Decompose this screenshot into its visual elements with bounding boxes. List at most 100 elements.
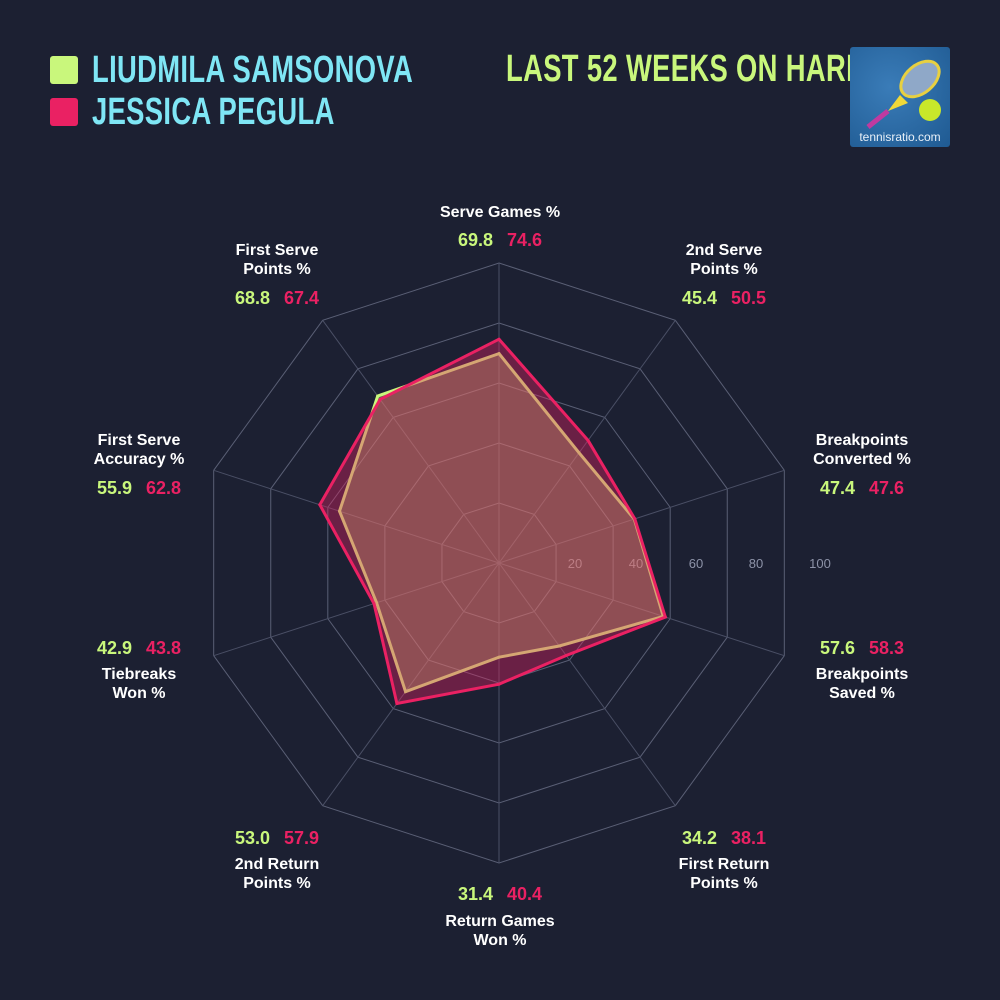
axis-line	[213, 562, 500, 657]
value-pegula: 67.4	[284, 288, 320, 308]
axis-label-line: Points %	[243, 261, 311, 278]
axis-label: 2nd Serve Points %	[686, 241, 762, 279]
axis-line	[213, 469, 500, 564]
value-pair: 45.4 50.5	[682, 288, 766, 309]
tick-label: 40	[629, 556, 643, 571]
value-samsonova: 42.9	[96, 638, 132, 658]
axis-label-line: Tiebreaks	[101, 666, 177, 683]
value-pegula: 74.6	[507, 230, 543, 250]
axis-label: Serve Games %	[440, 203, 560, 222]
axis-line	[498, 469, 785, 564]
legend-label: JESSICA PEGULA	[92, 90, 335, 133]
data-point	[497, 682, 501, 686]
data-point	[497, 352, 501, 356]
value-pair: 34.2 38.1	[682, 828, 766, 849]
data-point	[497, 655, 501, 659]
value-pair: 53.0 57.9	[235, 828, 319, 849]
axis-label: Return Games Won %	[445, 912, 554, 950]
value-pegula: 40.4	[507, 884, 543, 904]
legend-label: LIUDMILA SAMSONOVA	[92, 48, 414, 91]
axis-label-line: First Return	[678, 856, 770, 873]
legend-item-samsonova: LIUDMILA SAMSONOVA	[50, 48, 538, 91]
axis-label-line: Points %	[690, 261, 758, 278]
axis-label-line: Breakpoints	[815, 666, 909, 683]
legend-swatch-pink	[50, 98, 78, 126]
axis-label: 2nd Return Points %	[235, 855, 319, 893]
axis-label: Tiebreaks Won %	[102, 665, 176, 703]
value-samsonova: 55.9	[96, 478, 132, 498]
value-samsonova: 53.0	[234, 828, 270, 848]
legend-item-pegula: JESSICA PEGULA	[50, 90, 429, 133]
tennisratio-logo: tennisratio.com	[850, 47, 950, 147]
data-point	[395, 702, 399, 706]
axis-label-line: Return Games	[445, 913, 555, 930]
legend-swatch-green	[50, 56, 78, 84]
value-pegula: 58.3	[869, 638, 905, 658]
axis-label-line: 2nd Serve	[685, 242, 763, 259]
value-pegula: 43.8	[146, 638, 182, 658]
axis-label-line: Converted %	[813, 451, 911, 468]
value-samsonova: 57.6	[819, 638, 855, 658]
axis-label: First Serve Accuracy %	[94, 431, 185, 469]
value-samsonova: 45.4	[681, 288, 717, 308]
axis-label-line: First Serve	[235, 242, 319, 259]
axis-label-line: Saved %	[829, 685, 895, 702]
data-point	[378, 397, 382, 401]
tick-label: 100	[809, 556, 831, 571]
data-point	[404, 690, 408, 694]
tick-label: 60	[689, 556, 703, 571]
value-pair: 31.4 40.4	[458, 884, 542, 905]
data-point	[372, 602, 376, 606]
racket-ball-icon	[866, 59, 941, 129]
value-pegula: 38.1	[731, 828, 767, 848]
value-pair: 68.8 67.4	[235, 288, 319, 309]
value-pegula: 50.5	[731, 288, 767, 308]
axis-line	[322, 562, 500, 806]
value-pegula: 47.6	[869, 478, 905, 498]
value-pegula: 62.8	[146, 478, 182, 498]
axis-label: First Return Points %	[679, 855, 770, 893]
axis-label-line: 2nd Return	[234, 856, 320, 873]
axis-label-line: Points %	[243, 875, 311, 892]
tick-label: 20	[568, 556, 582, 571]
axis-label-line: Breakpoints	[815, 432, 909, 449]
value-pegula: 57.9	[284, 828, 320, 848]
value-samsonova: 68.8	[234, 288, 270, 308]
value-samsonova: 31.4	[457, 884, 493, 904]
data-point	[564, 653, 568, 657]
data-point	[318, 503, 322, 507]
value-samsonova: 69.8	[457, 230, 493, 250]
data-point	[557, 644, 561, 648]
axis-label-line: Accuracy %	[93, 451, 185, 468]
logo-text: tennisratio.com	[859, 130, 941, 144]
axis-label-line: Serve Games %	[439, 204, 561, 221]
data-point	[376, 394, 380, 398]
axis-line	[498, 562, 676, 806]
axis-label: First Serve Points %	[236, 241, 319, 279]
data-point	[497, 337, 501, 341]
value-pair: 42.9 43.8	[97, 638, 181, 659]
axis-label: Breakpoints Converted %	[813, 431, 911, 469]
series-polygon-pegula	[318, 337, 668, 706]
tick-label: 80	[749, 556, 763, 571]
axis-label: Breakpoints Saved %	[816, 665, 908, 703]
data-point	[663, 615, 667, 619]
value-pair: 57.6 58.3	[820, 638, 904, 659]
value-pair: 55.9 62.8	[97, 478, 181, 499]
data-point	[375, 601, 379, 605]
value-pair: 69.8 74.6	[458, 230, 542, 251]
axis-label-line: Won %	[473, 932, 527, 949]
value-pair: 47.4 47.6	[820, 478, 904, 499]
value-samsonova: 47.4	[819, 478, 855, 498]
data-point	[338, 509, 342, 513]
data-point	[586, 438, 590, 442]
value-samsonova: 34.2	[681, 828, 717, 848]
axis-label-line: Won %	[112, 685, 166, 702]
axis-line	[322, 320, 500, 564]
axis-label-line: First Serve	[97, 432, 181, 449]
chart-subtitle: LAST 52 WEEKS ON HARD	[506, 48, 1000, 91]
axis-line	[498, 562, 785, 657]
subtitle-text: LAST 52 WEEKS ON HARD	[506, 48, 867, 90]
data-point	[633, 517, 637, 521]
